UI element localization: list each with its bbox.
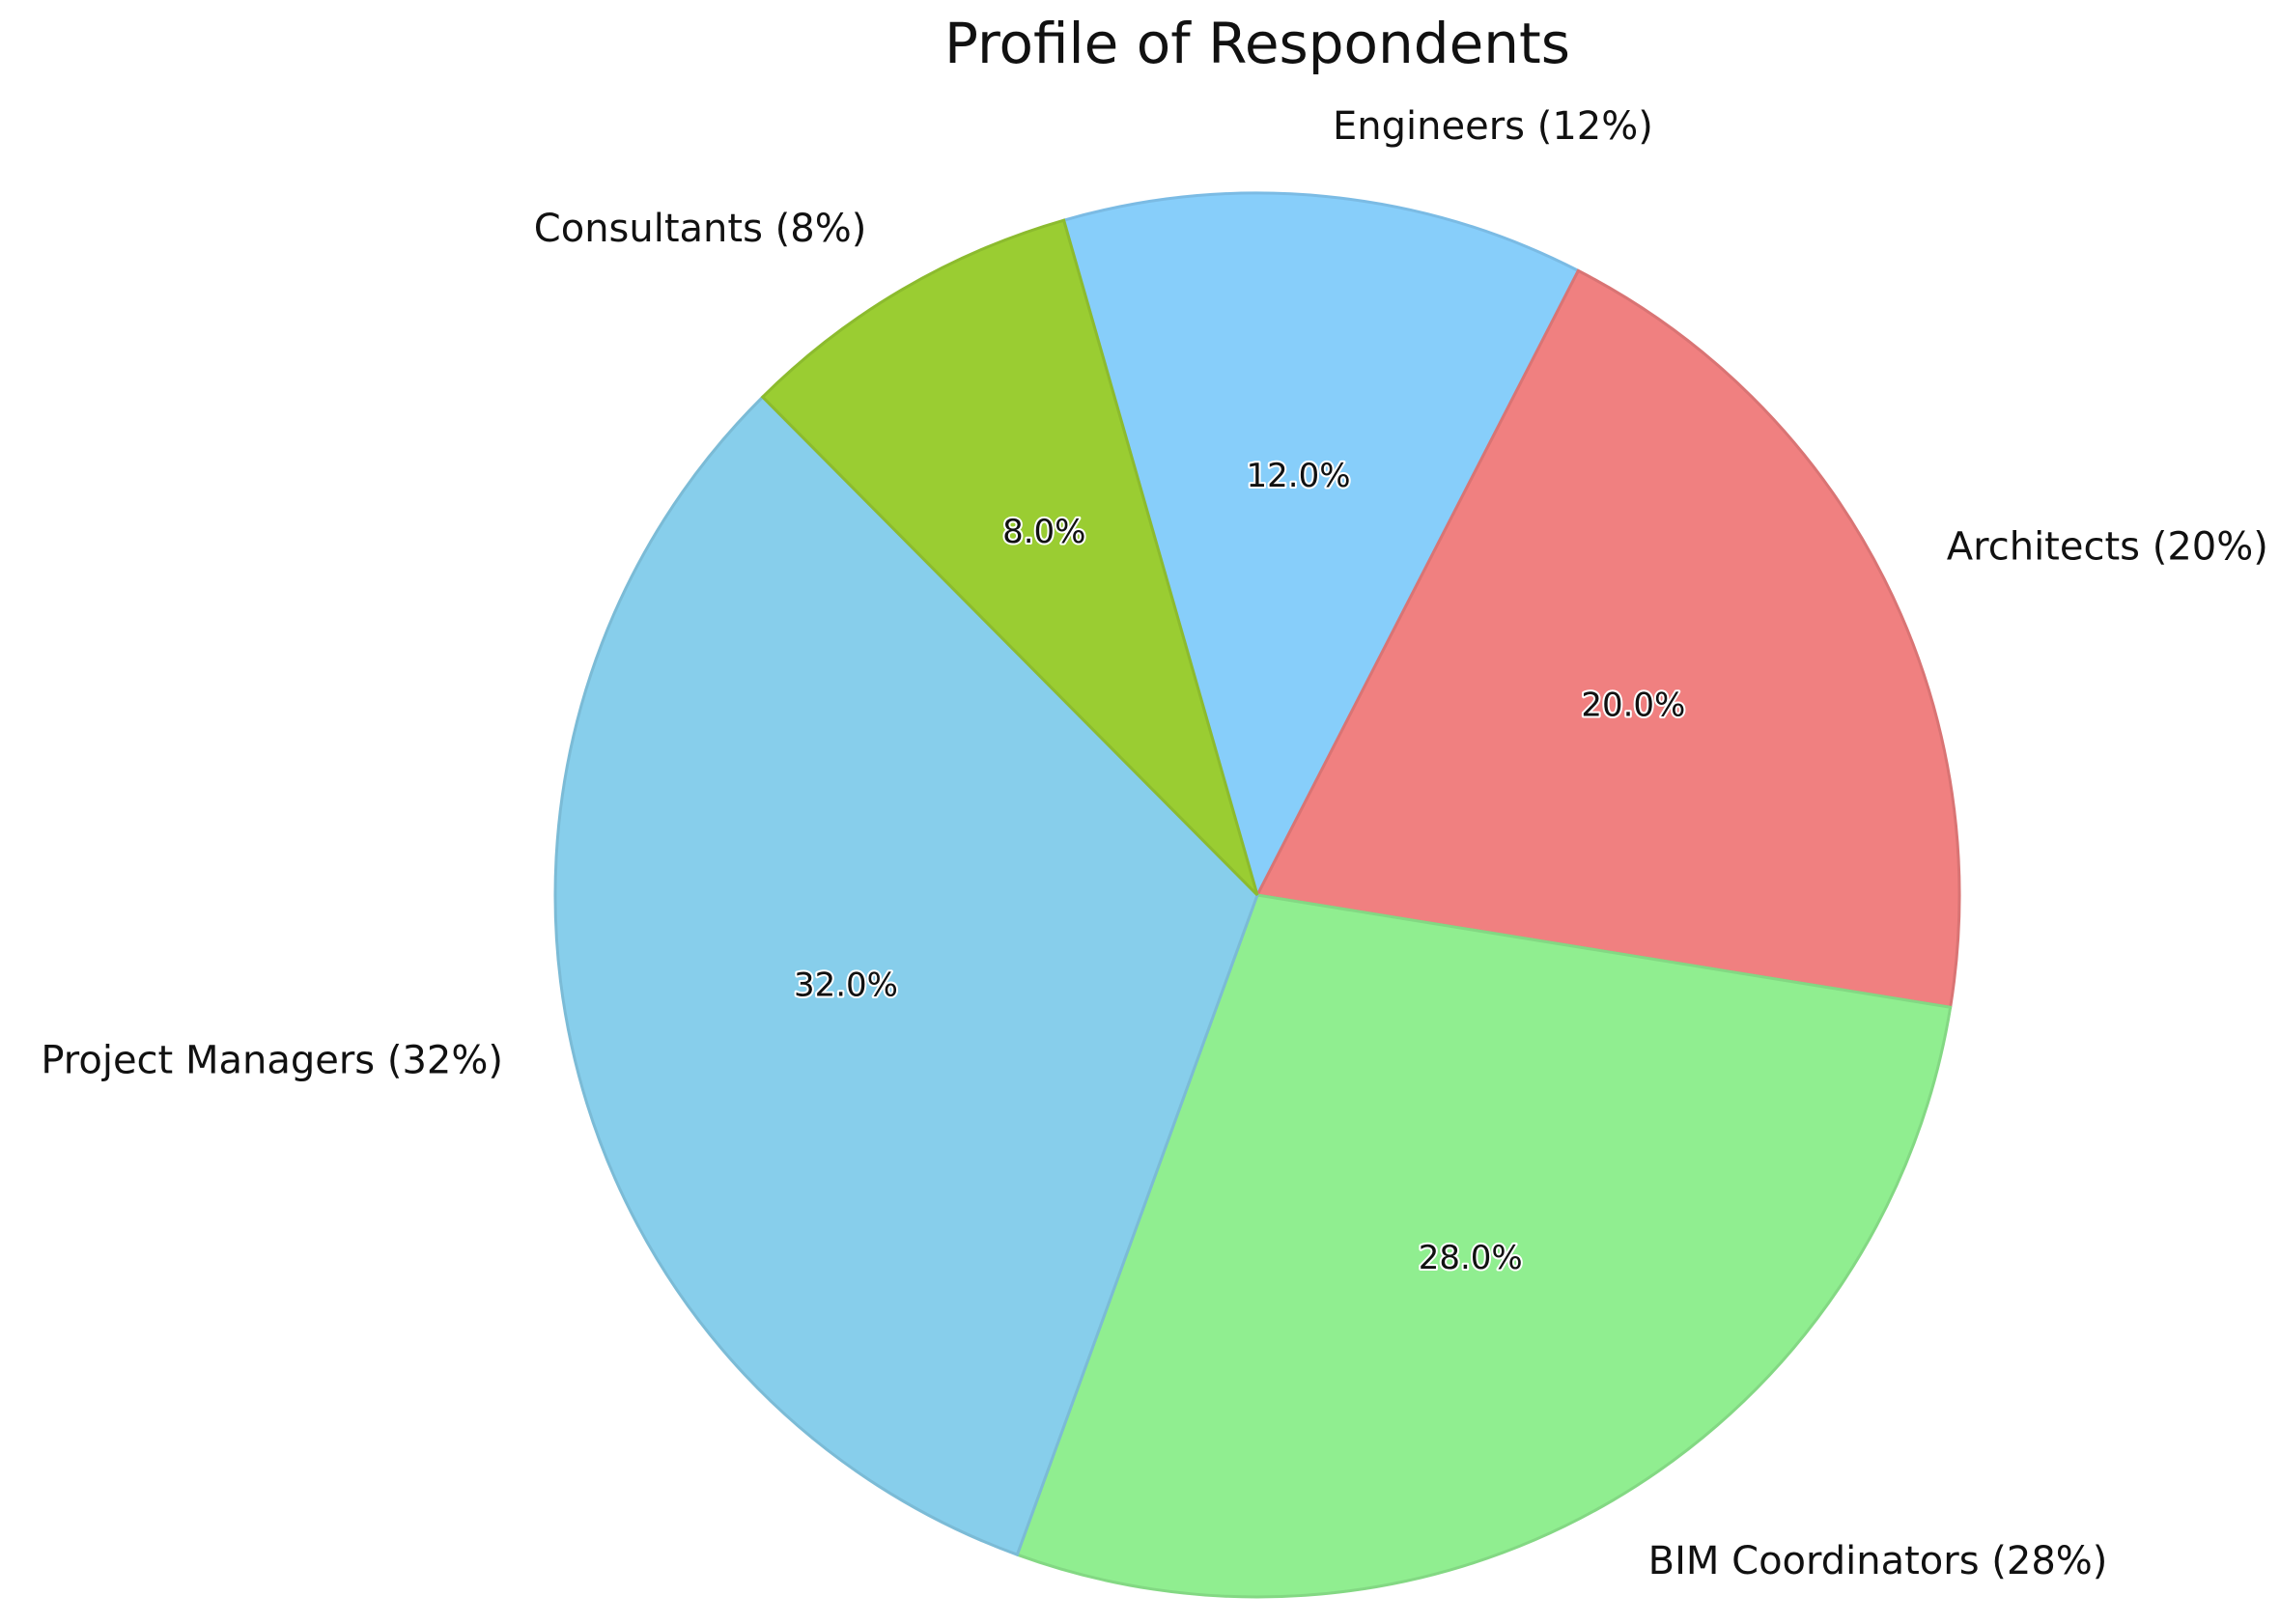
category-label-bim-coordinators: BIM Coordinators (28%)	[1648, 1539, 2108, 1583]
chart-title: Profile of Respondents	[944, 11, 1570, 76]
pie-slice-bim-coordinators	[1015, 893, 1953, 1599]
pct-label-bim-coordinators: 28.0%	[1419, 1239, 1523, 1277]
pie-slice-engineers	[1061, 191, 1581, 900]
category-labels: Engineers (12%) Architects (20%) BIM Coord…	[41, 104, 2267, 1583]
category-label-project-managers: Project Managers (32%)	[41, 1039, 503, 1083]
percentage-labels: 12.0% 20.0% 28.0% 32.0% 8.0%	[792, 455, 1687, 1279]
pct-label-engineers: 12.0%	[1247, 457, 1351, 495]
pie-slice-architects	[1254, 268, 1961, 1009]
pct-label-project-managers: 32.0%	[794, 966, 898, 1005]
pct-label-consultants: 8.0%	[1002, 513, 1085, 551]
category-label-architects: Architects (20%)	[1947, 524, 2268, 569]
pie-slices	[553, 191, 1961, 1599]
category-label-consultants: Consultants (8%)	[534, 207, 867, 251]
category-label-engineers: Engineers (12%)	[1333, 104, 1653, 149]
pie-slice-consultants	[760, 218, 1259, 897]
pie-slice-project-managers	[553, 395, 1259, 1557]
pct-label-architects: 20.0%	[1581, 686, 1685, 724]
